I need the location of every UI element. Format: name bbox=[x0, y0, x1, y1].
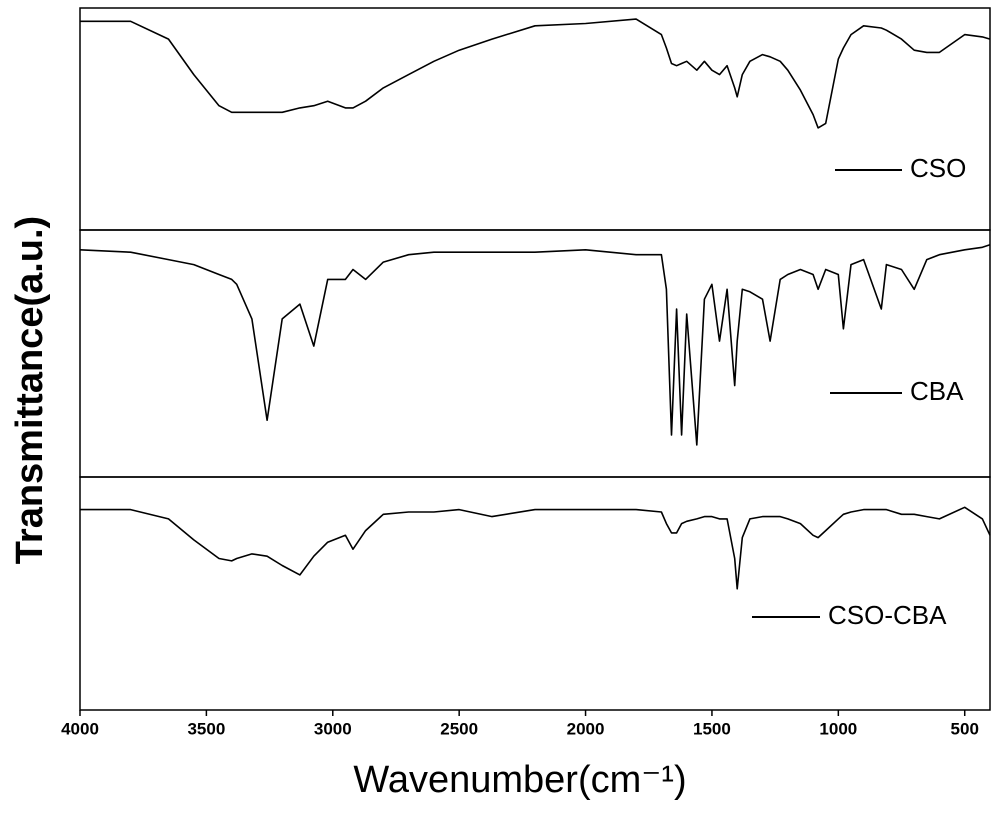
y-axis-label: Transmittance(a.u.) bbox=[9, 216, 51, 564]
x-tick-label: 3000 bbox=[314, 719, 352, 738]
x-tick-label: 500 bbox=[951, 719, 979, 738]
legend-label: CSO-CBA bbox=[828, 600, 947, 630]
x-tick-label: 1500 bbox=[693, 719, 731, 738]
spectrum-line bbox=[80, 18, 991, 129]
x-tick-label: 2500 bbox=[440, 719, 478, 738]
legend-label: CSO bbox=[910, 153, 966, 183]
x-tick-label: 2000 bbox=[567, 719, 605, 738]
panel-frame bbox=[79, 229, 991, 478]
x-tick-label: 3500 bbox=[187, 719, 225, 738]
x-tick-label: 4000 bbox=[61, 719, 99, 738]
panel-frame bbox=[79, 476, 991, 711]
panel-frame bbox=[79, 7, 991, 231]
x-tick-label: 1000 bbox=[819, 719, 857, 738]
x-axis-label: Wavenumber(cm⁻¹) bbox=[353, 759, 686, 801]
spectrum-line bbox=[79, 244, 991, 446]
spectrum-line bbox=[80, 506, 991, 590]
legend-label: CBA bbox=[910, 376, 964, 406]
